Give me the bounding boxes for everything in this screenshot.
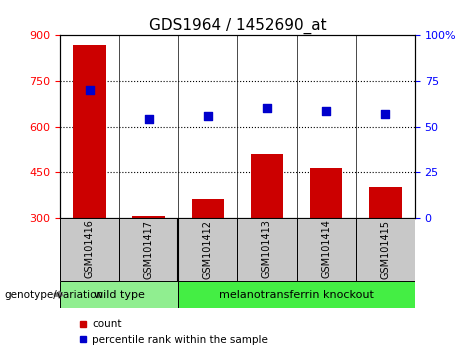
Point — [263, 105, 271, 110]
Text: GSM101413: GSM101413 — [262, 219, 272, 279]
Bar — [60, 218, 119, 281]
Text: GSM101415: GSM101415 — [380, 219, 390, 279]
Bar — [60, 281, 178, 308]
Bar — [310, 169, 343, 218]
Bar — [192, 200, 224, 218]
Text: wild type: wild type — [94, 290, 145, 300]
Bar — [73, 45, 106, 218]
Bar — [119, 218, 178, 281]
Bar — [178, 281, 415, 308]
Text: GSM101414: GSM101414 — [321, 219, 331, 279]
Title: GDS1964 / 1452690_at: GDS1964 / 1452690_at — [148, 18, 326, 34]
Point — [86, 87, 93, 93]
Point — [204, 113, 212, 119]
Bar — [369, 187, 402, 218]
Bar — [132, 216, 165, 218]
Bar — [237, 218, 296, 281]
Text: GSM101412: GSM101412 — [203, 219, 213, 279]
Text: melanotransferrin knockout: melanotransferrin knockout — [219, 290, 374, 300]
Bar — [356, 218, 415, 281]
Text: GSM101416: GSM101416 — [84, 219, 95, 279]
Text: genotype/variation: genotype/variation — [5, 290, 104, 300]
Text: GSM101417: GSM101417 — [144, 219, 154, 279]
Legend: count, percentile rank within the sample: count, percentile rank within the sample — [74, 315, 272, 349]
Point — [382, 111, 389, 116]
Bar — [178, 218, 237, 281]
Bar — [251, 154, 283, 218]
Bar — [296, 218, 356, 281]
Point — [145, 116, 152, 122]
Point — [322, 108, 330, 114]
